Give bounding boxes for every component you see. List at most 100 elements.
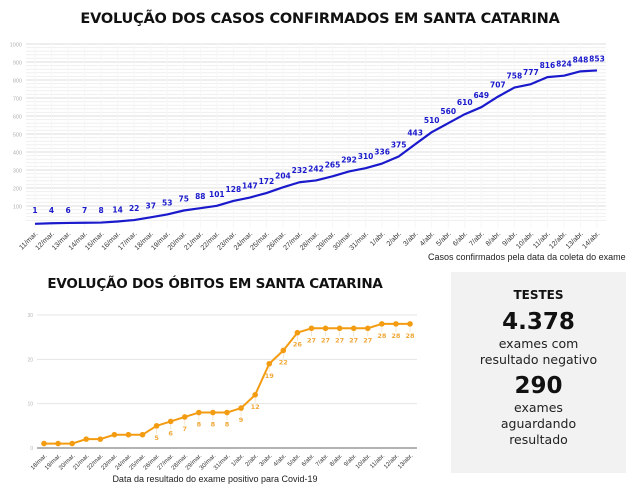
data-point <box>97 436 104 442</box>
data-label: 204 <box>275 171 291 180</box>
x-tick-label: 13/abr. <box>397 453 414 470</box>
data-point <box>41 440 47 447</box>
data-point <box>55 440 61 447</box>
data-point <box>350 325 357 332</box>
negative-tests-count: 4.378 <box>502 309 575 335</box>
data-label: 22 <box>279 358 288 366</box>
data-label: 6 <box>168 429 173 437</box>
data-label: 310 <box>358 152 374 161</box>
y-tick-label: 20 <box>27 357 33 363</box>
y-tick-label: 1000 <box>10 43 22 49</box>
data-point <box>83 436 90 442</box>
data-label: 232 <box>292 166 308 175</box>
data-label: 7 <box>82 206 87 215</box>
data-point <box>280 347 287 354</box>
data-label: 12 <box>251 403 260 411</box>
y-tick-label: 200 <box>13 187 22 193</box>
data-label: 53 <box>162 198 172 207</box>
data-point <box>407 321 413 327</box>
data-label: 758 <box>507 72 523 81</box>
data-label: 8 <box>99 206 104 215</box>
data-label: 27 <box>335 336 344 344</box>
x-tick-label: 4/abr. <box>273 453 288 468</box>
cases-chart-caption: Casos confirmados pela data da coleta do… <box>428 252 626 262</box>
x-tick-label: 31/mar. <box>213 453 232 472</box>
data-label: 7 <box>183 425 188 433</box>
data-point <box>252 392 258 398</box>
deaths-chart-caption: Data da resultado do exame positivo para… <box>112 474 318 484</box>
data-label: 101 <box>209 190 225 199</box>
data-label: 4 <box>49 206 54 215</box>
data-point <box>153 423 160 429</box>
data-label: 27 <box>307 336 316 344</box>
data-label: 172 <box>259 177 275 186</box>
negative-tests-label-line1: exames com <box>498 336 579 351</box>
y-tick-label: 300 <box>13 169 22 175</box>
data-label: 777 <box>523 68 539 77</box>
data-label: 37 <box>145 201 155 210</box>
data-label: 27 <box>321 336 330 344</box>
data-label: 28 <box>391 332 401 340</box>
data-label: 5 <box>154 434 159 442</box>
y-tick-label: 600 <box>13 115 22 121</box>
data-point <box>196 409 202 416</box>
data-label: 560 <box>440 107 456 116</box>
pending-tests-label-line3: resultado <box>509 432 568 447</box>
data-label: 6 <box>65 206 70 215</box>
data-label: 27 <box>349 336 358 344</box>
pending-tests-label-line2: aguardando <box>500 416 577 431</box>
data-label: 27 <box>363 336 372 344</box>
data-label: 816 <box>540 61 556 70</box>
data-label: 649 <box>473 91 489 100</box>
data-point <box>111 431 118 438</box>
data-label: 336 <box>374 148 390 157</box>
data-label: 8 <box>197 421 202 429</box>
data-label: 610 <box>457 98 473 107</box>
y-tick-label: 700 <box>13 97 22 103</box>
y-tick-label: 30 <box>27 313 33 319</box>
data-label: 848 <box>573 55 589 64</box>
data-label: 28 <box>377 332 387 340</box>
data-point <box>364 325 371 332</box>
data-label: 707 <box>490 81 506 90</box>
y-tick-label: 800 <box>13 79 22 85</box>
y-tick-label: 400 <box>13 151 22 157</box>
x-tick-label: 3/abr. <box>259 453 274 468</box>
data-point <box>139 431 146 438</box>
data-label: 88 <box>195 192 205 201</box>
data-label: 14 <box>112 205 122 214</box>
data-point <box>224 409 230 416</box>
pending-tests-label-line1: exames <box>514 400 563 415</box>
x-tick-label: 10/abr. <box>355 453 372 470</box>
data-point <box>336 325 343 332</box>
data-point <box>379 321 385 327</box>
data-label: 8 <box>225 421 230 429</box>
data-point <box>125 431 132 438</box>
x-tick-label: 5/abr. <box>287 453 302 468</box>
y-tick-label: 100 <box>13 205 22 211</box>
data-label: 26 <box>293 341 303 349</box>
data-label: 22 <box>129 204 139 213</box>
data-point <box>322 325 329 332</box>
data-point <box>69 440 75 447</box>
data-label: 147 <box>242 182 258 191</box>
data-label: 443 <box>407 128 423 137</box>
x-tick-label: 6/abr. <box>301 453 316 468</box>
data-label: 8 <box>211 421 216 429</box>
data-label: 375 <box>391 141 407 150</box>
data-label: 510 <box>424 116 440 125</box>
data-point <box>266 360 273 367</box>
y-tick-label: 900 <box>13 61 22 67</box>
data-label: 19 <box>265 372 275 380</box>
y-tick-label: 0 <box>30 446 33 452</box>
data-label: 824 <box>556 60 572 69</box>
data-label: 265 <box>325 160 341 169</box>
data-label: 292 <box>341 155 357 164</box>
data-point <box>167 418 174 425</box>
data-label: 75 <box>179 195 189 204</box>
data-point <box>210 409 216 416</box>
data-label: 853 <box>589 54 605 63</box>
data-point <box>294 329 301 336</box>
pending-tests-count: 290 <box>514 373 563 399</box>
